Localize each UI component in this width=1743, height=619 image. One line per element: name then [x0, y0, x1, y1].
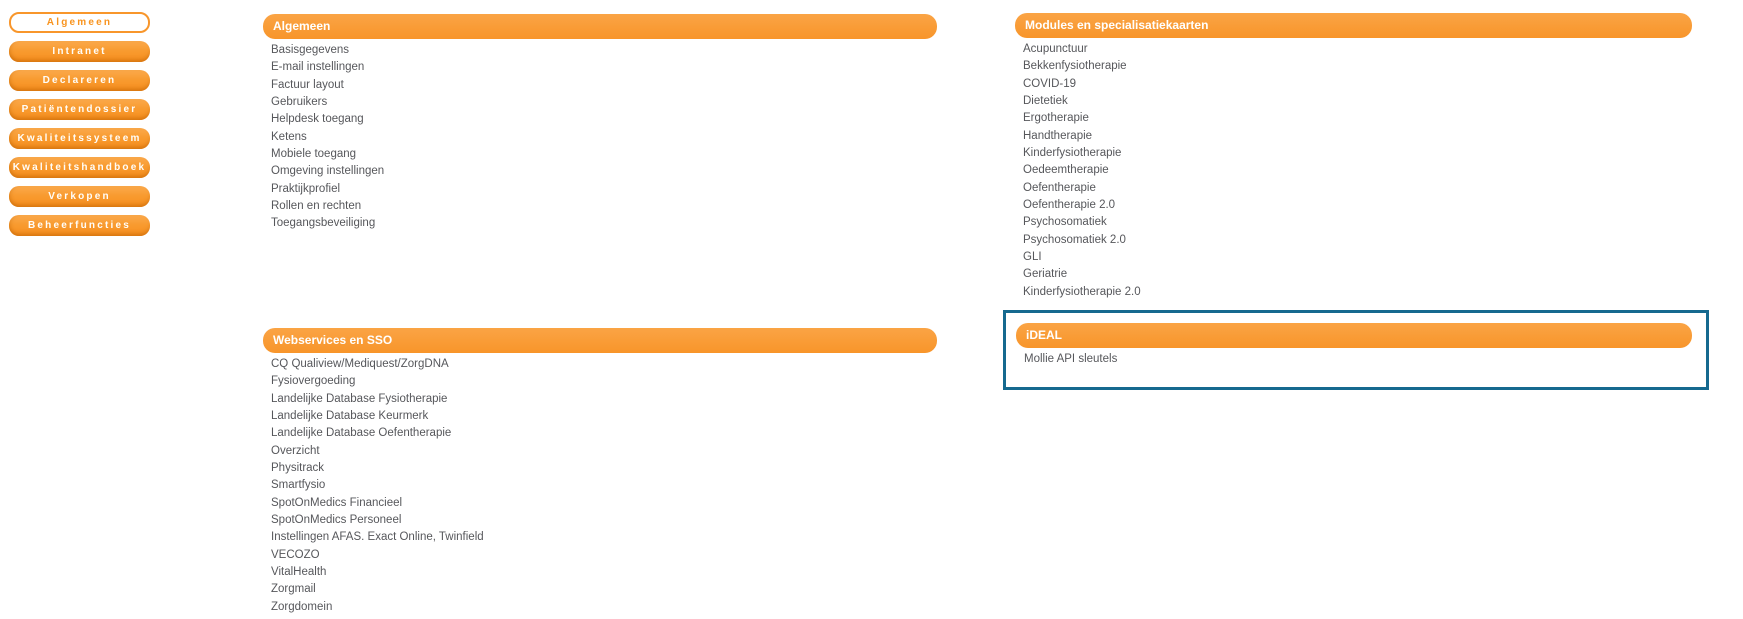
menu-item-oefentherapie-2-0[interactable]: Oefentherapie 2.0	[1023, 199, 1116, 212]
section-webservices-en-sso: Webservices en SSO CQ Qualiview/Mediques…	[263, 328, 937, 616]
menu-item-ergotherapie[interactable]: Ergotherapie	[1023, 112, 1089, 125]
menu-item-instellingen-afas-exact-online-twinfield[interactable]: Instellingen AFAS. Exact Online, Twinfie…	[271, 531, 484, 544]
section-title: Algemeen	[273, 19, 331, 33]
menu-item-vitalhealth[interactable]: VitalHealth	[271, 566, 327, 579]
menu-item-geriatrie[interactable]: Geriatrie	[1023, 268, 1068, 281]
sidebar-item-declareren[interactable]: Declareren	[9, 70, 150, 91]
settings-category-sidebar: Algemeen Intranet Declareren Patiëntendossi…	[9, 12, 150, 244]
menu-item-acupunctuur[interactable]: Acupunctuur	[1023, 43, 1088, 55]
menu-item-spotonmedics-financieel[interactable]: SpotOnMedics Financieel	[271, 496, 403, 509]
menu-item-covid-19[interactable]: COVID-19	[1023, 77, 1077, 90]
section-ideal: iDEAL Mollie API sleutels	[1016, 323, 1692, 368]
menu-item-toegangsbeveiliging[interactable]: Toegangsbeveiliging	[271, 217, 376, 230]
menu-item-landelijke-database-oefentherapie[interactable]: Landelijke Database Oefentherapie	[271, 427, 452, 440]
menu-item-zorgmail[interactable]: Zorgmail	[271, 583, 316, 596]
sidebar-item-algemeen[interactable]: Algemeen	[9, 12, 150, 33]
menu-item-oedeemtherapie[interactable]: Oedeemtherapie	[1023, 164, 1109, 177]
menu-item-ketens[interactable]: Ketens	[271, 130, 307, 143]
sidebar-item-beheerfuncties[interactable]: Beheerfuncties	[9, 215, 150, 236]
menu-item-zorgdomein[interactable]: Zorgdomein	[271, 600, 333, 613]
menu-item-vecozo[interactable]: VECOZO	[271, 548, 320, 561]
menu-item-fysiovergoeding[interactable]: Fysiovergoeding	[271, 375, 356, 388]
menu-item-cq-qualiview-mediquest-zorgdna[interactable]: CQ Qualiview/Mediquest/ZorgDNA	[271, 358, 449, 370]
sidebar-item-pati-ntendossier[interactable]: Patiëntendossier	[9, 99, 150, 120]
section-algemeen: Algemeen Basisgegevens E-mail instellinge…	[263, 14, 937, 233]
menu-item-landelijke-database-keurmerk[interactable]: Landelijke Database Keurmerk	[271, 410, 429, 423]
menu-item-spotonmedics-personeel[interactable]: SpotOnMedics Personeel	[271, 514, 402, 527]
menu-item-praktijkprofiel[interactable]: Praktijkprofiel	[271, 182, 341, 195]
menu-item-kinderfysiotherapie-2-0[interactable]: Kinderfysiotherapie 2.0	[1023, 285, 1141, 298]
menu-item-oefentherapie[interactable]: Oefentherapie	[1023, 181, 1096, 194]
section-header: Algemeen	[263, 14, 937, 39]
section-menu-list: CQ Qualiview/Mediquest/ZorgDNA Fysiovergo…	[263, 356, 937, 616]
section-menu-list: Acupunctuur Bekkenfysiotherapie COVID-19 Di…	[1015, 41, 1692, 301]
menu-item-psychosomatiek-2-0[interactable]: Psychosomatiek 2.0	[1023, 233, 1126, 246]
menu-item-helpdesk-toegang[interactable]: Helpdesk toegang	[271, 113, 364, 126]
ideal-highlight-box: iDEAL Mollie API sleutels	[1003, 310, 1709, 390]
menu-item-mollie-api-sleutels[interactable]: Mollie API sleutels	[1024, 353, 1118, 365]
menu-item-physitrack[interactable]: Physitrack	[271, 462, 325, 475]
menu-item-kinderfysiotherapie[interactable]: Kinderfysiotherapie	[1023, 147, 1122, 160]
menu-item-gli[interactable]: GLI	[1023, 251, 1042, 264]
menu-item-omgeving-instellingen[interactable]: Omgeving instellingen	[271, 165, 385, 178]
menu-item-basisgegevens[interactable]: Basisgegevens	[271, 44, 349, 56]
menu-item-rollen-en-rechten[interactable]: Rollen en rechten	[271, 200, 362, 213]
menu-item-gebruikers[interactable]: Gebruikers	[271, 96, 328, 109]
menu-item-overzicht[interactable]: Overzicht	[271, 444, 320, 457]
section-menu-list: Mollie API sleutels	[1016, 351, 1692, 368]
section-menu-list: Basisgegevens E-mail instellingen Factuur …	[263, 42, 937, 233]
section-header: iDEAL	[1016, 323, 1692, 348]
sidebar-item-intranet[interactable]: Intranet	[9, 41, 150, 62]
section-header: Webservices en SSO	[263, 328, 937, 353]
menu-item-dietetiek[interactable]: Dietetiek	[1023, 95, 1068, 108]
menu-item-bekkenfysiotherapie[interactable]: Bekkenfysiotherapie	[1023, 60, 1127, 73]
sidebar-item-kwaliteitshandboek[interactable]: Kwaliteitshandboek	[9, 157, 150, 178]
menu-item-handtherapie[interactable]: Handtherapie	[1023, 129, 1093, 142]
menu-item-smartfysio[interactable]: Smartfysio	[271, 479, 326, 492]
menu-item-mobiele-toegang[interactable]: Mobiele toegang	[271, 148, 357, 161]
menu-item-psychosomatiek[interactable]: Psychosomatiek	[1023, 216, 1107, 229]
section-title: Webservices en SSO	[273, 333, 393, 347]
section-modules-en-specialisatiekaarten: Modules en specialisatiekaarten Acupunct…	[1015, 13, 1692, 301]
sidebar-item-kwaliteitssysteem[interactable]: Kwaliteitssysteem	[9, 128, 150, 149]
menu-item-e-mail-instellingen[interactable]: E-mail instellingen	[271, 61, 365, 74]
section-header: Modules en specialisatiekaarten	[1015, 13, 1692, 38]
menu-item-factuur-layout[interactable]: Factuur layout	[271, 78, 344, 91]
section-title: iDEAL	[1026, 328, 1062, 342]
menu-item-landelijke-database-fysiotherapie[interactable]: Landelijke Database Fysiotherapie	[271, 392, 448, 405]
sidebar-item-verkopen[interactable]: Verkopen	[9, 186, 150, 207]
section-title: Modules en specialisatiekaarten	[1025, 18, 1209, 32]
